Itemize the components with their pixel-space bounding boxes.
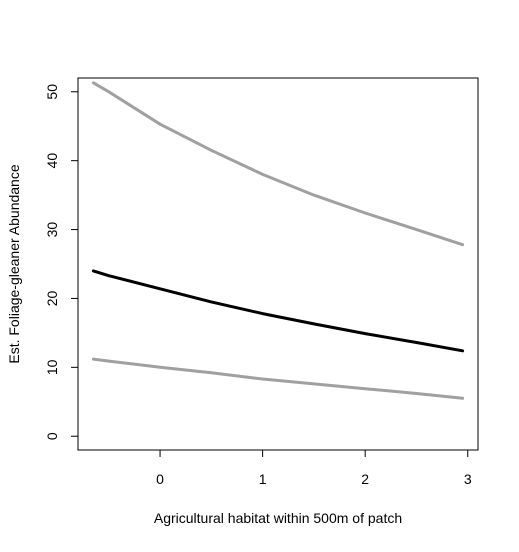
- y-tick-label: 50: [44, 84, 60, 100]
- estimate-line: [91, 269, 465, 353]
- upper-bound-line: [91, 81, 465, 247]
- x-tick-label: 2: [361, 471, 369, 487]
- x-axis: 0 1 2 3: [156, 450, 472, 487]
- y-tick-label: 30: [44, 222, 60, 238]
- lower-bound-line: [91, 357, 465, 400]
- y-tick-label: 20: [44, 290, 60, 306]
- y-tick-label: 40: [44, 153, 60, 169]
- plot-frame: [77, 77, 479, 451]
- y-axis-label: Est. Foliage-gleaner Abundance: [6, 164, 22, 363]
- series-layer: [91, 81, 465, 400]
- y-tick-label: 0: [44, 432, 60, 440]
- x-tick-label: 0: [156, 471, 164, 487]
- x-tick-label: 1: [259, 471, 267, 487]
- x-axis-label: Agricultural habitat within 500m of patc…: [154, 510, 402, 526]
- y-axis: 0 10 20 30 40 50: [44, 84, 78, 440]
- y-tick-label: 10: [44, 359, 60, 375]
- x-tick-label: 3: [464, 471, 472, 487]
